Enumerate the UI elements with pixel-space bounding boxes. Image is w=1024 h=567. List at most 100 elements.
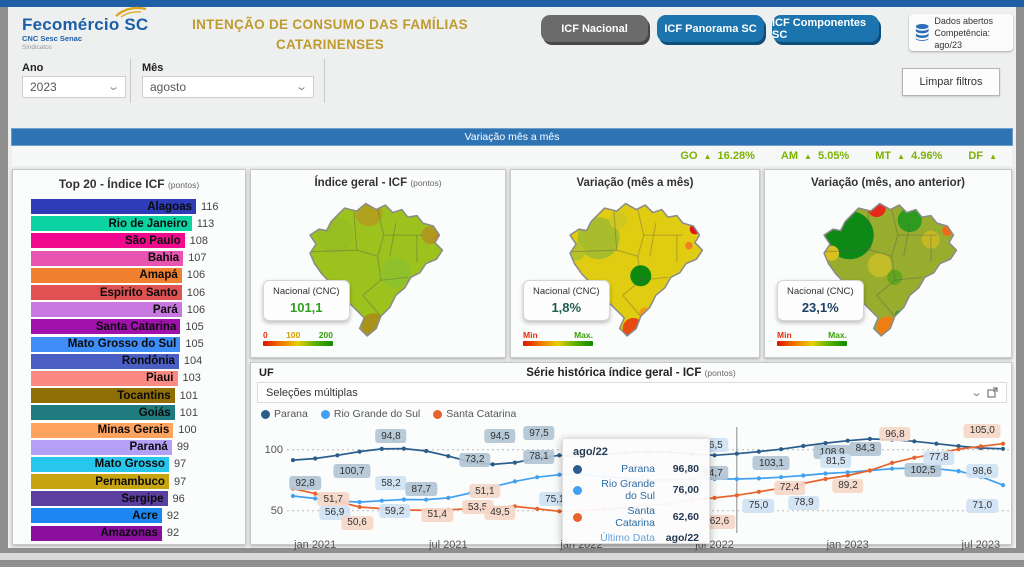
uf-slicer-value: Seleções múltiplas: [266, 386, 358, 399]
top20-bar-row[interactable]: Paraná 99: [31, 439, 241, 456]
brazil-map[interactable]: [539, 190, 735, 348]
legend-item[interactable]: Rio Grande do Sul: [320, 408, 420, 420]
data-point-label: 78,9: [788, 495, 820, 510]
page-title: INTENÇÃO DE CONSUMO DAS FAMÍLIAS CATARIN…: [192, 17, 468, 52]
data-point-label: 59,2: [378, 504, 411, 519]
top20-bar-row[interactable]: Rio de Janeiro 113: [31, 215, 241, 232]
x-axis-tick: jul 2023: [961, 539, 1001, 551]
top20-bar-row[interactable]: Amapá 106: [31, 267, 241, 284]
logo-subtitle: CNC Sesc Senac: [22, 34, 83, 43]
filter-divider: [130, 59, 131, 103]
nav-button-icf-panorama-sc[interactable]: ICF Panorama SC: [657, 15, 764, 42]
data-point-label: 51,7: [317, 492, 349, 507]
ticker-item: GO ▲ 16.28%: [680, 150, 755, 162]
data-point-label: 51,4: [421, 507, 453, 522]
logo-brand-suffix: SC: [124, 15, 149, 34]
data-point-label: 51,1: [469, 484, 501, 499]
chevron-down-icon[interactable]: ⌄: [969, 386, 983, 399]
variation-ticker: GO ▲ 16.28% AM ▲ 5.05% MT ▲ 4.96% DF ▲: [12, 146, 1012, 166]
top20-bar-row[interactable]: Alagoas 116: [31, 198, 241, 215]
top20-bar-row[interactable]: Minas Gerais 100: [31, 421, 241, 438]
year-filter-label: Ano: [22, 62, 44, 74]
window-top-strip: [0, 0, 1024, 7]
open-data-card[interactable]: Dados abertos Competência: ago/23: [909, 14, 1013, 51]
top20-bar-row[interactable]: Amazonas 92: [31, 525, 241, 542]
data-point-label: 75,0: [742, 498, 775, 513]
data-point-label: 58,2: [375, 476, 407, 491]
clear-filters-button[interactable]: Limpar filtros: [902, 68, 1000, 96]
tooltip-date: ago/22: [573, 446, 608, 458]
open-data-competencia: Competência: ago/23: [934, 27, 990, 50]
ticker-item: AM ▲ 5.05%: [780, 150, 850, 162]
map-panel-variacao-ano: Variação (mês, ano anterior) Nacional (C…: [764, 169, 1012, 358]
top20-panel: Top 20 - Índice ICF (pontos) Alagoas 116 R…: [12, 169, 246, 545]
nav-button-icf-componentes-sc[interactable]: ICF Componentes SC: [772, 15, 879, 42]
data-point-label: 73,2: [458, 452, 491, 467]
data-point-label: 100,7: [333, 464, 371, 479]
top20-bar-row[interactable]: Rondônia 104: [31, 353, 241, 370]
dashboard: Fecomércio SC CNC Sesc Senac Sindicatos …: [8, 6, 1016, 551]
uf-slicer-dropdown[interactable]: Seleções múltiplas ⌄: [257, 382, 1007, 403]
map-color-legend: 0 100 200: [263, 330, 333, 346]
open-data-title: Dados abertos: [934, 15, 993, 26]
top20-bar-row[interactable]: Espirito Santo 106: [31, 284, 241, 301]
map-title: Índice geral - ICF (pontos): [314, 177, 442, 189]
series-title: Série histórica índice geral - ICF (pont…: [526, 367, 736, 379]
x-axis-tick: jan 2023: [826, 539, 869, 551]
y-axis-tick: 50: [270, 505, 283, 517]
map-title: Variação (mês a mês): [576, 177, 694, 189]
database-icon: [915, 24, 929, 41]
top20-bar-row[interactable]: Tocantins 101: [31, 387, 241, 404]
ticker-item: DF ▲: [968, 150, 997, 162]
data-point-label: 87,7: [405, 482, 438, 497]
top20-bar-row[interactable]: Sergipe 96: [31, 490, 241, 507]
national-callout: Nacional (CNC) 23,1%: [777, 280, 864, 321]
top20-bar-row[interactable]: Pará 106: [31, 301, 241, 318]
x-axis-tick: jan 2021: [294, 539, 337, 551]
data-point-label: 50,6: [341, 515, 373, 530]
series-panel: UF Série histórica índice geral - ICF (p…: [250, 362, 1012, 551]
top20-title: Top 20 - Índice ICF (pontos): [58, 177, 200, 191]
data-point-label: 71,0: [966, 498, 999, 513]
top20-bar-row[interactable]: Mato Grosso do Sul 105: [31, 336, 241, 353]
legend-tick-label: Max.: [574, 330, 593, 340]
nav-button-icf-nacional[interactable]: ICF Nacional: [541, 15, 648, 42]
data-point-label: 94,8: [375, 429, 407, 444]
data-point-label: 102,5: [904, 463, 942, 478]
map-title: Variação (mês, ano anterior): [810, 177, 966, 189]
map-color-legend: Min Max.: [523, 330, 593, 346]
data-point-label: 72,4: [773, 480, 806, 495]
uf-slicer-label: UF: [259, 367, 274, 379]
filter-divider: [324, 59, 325, 103]
legend-item[interactable]: Parana: [261, 408, 308, 420]
top20-bar-row[interactable]: Bahia 107: [31, 250, 241, 267]
top20-bar-row[interactable]: Acre 92: [31, 507, 241, 524]
ticker-item: MT ▲ 4.96%: [875, 150, 943, 162]
legend-tick-label: Min: [777, 330, 792, 340]
year-select-value: 2023: [30, 80, 57, 94]
top20-bar-row[interactable]: Santa Catarina 105: [31, 318, 241, 335]
expand-icon[interactable]: [987, 387, 998, 398]
top20-bar-row[interactable]: Goiás 101: [31, 404, 241, 421]
national-callout: Nacional (CNC) 101,1: [263, 280, 350, 321]
brazil-map[interactable]: [279, 190, 475, 348]
top20-bar-row[interactable]: Pernambuco 97: [31, 473, 241, 490]
data-point-label: 77,8: [923, 450, 955, 465]
chevron-down-icon: ⌄: [294, 81, 308, 93]
legend-tick-label: Max.: [828, 330, 847, 340]
month-select[interactable]: agosto ⌄: [142, 76, 314, 98]
data-point-label: 84,3: [849, 441, 882, 456]
series-dot-icon: [573, 464, 582, 474]
data-point-label: 94,5: [484, 429, 516, 444]
legend-item[interactable]: Santa Catarina: [433, 408, 516, 420]
top20-bar-row[interactable]: Piaui 103: [31, 370, 241, 387]
brazil-map[interactable]: [793, 190, 989, 348]
year-select[interactable]: 2023 ⌄: [22, 76, 126, 98]
series-legend: Parana Rio Grande do Sul Santa Catarina: [261, 408, 529, 420]
legend-tick-label: Min: [523, 330, 538, 340]
variation-bar-title: Variação mês a mês: [11, 128, 1013, 146]
top20-bar-row[interactable]: Mato Grosso 97: [31, 456, 241, 473]
fecomercio-logo: Fecomércio SC CNC Sesc Senac Sindicatos: [22, 6, 172, 51]
chart-tooltip: ago/22 Parana 96,80 Rio Grande do Sul 76…: [562, 438, 710, 544]
top20-bar-row[interactable]: São Paulo 108: [31, 232, 241, 249]
